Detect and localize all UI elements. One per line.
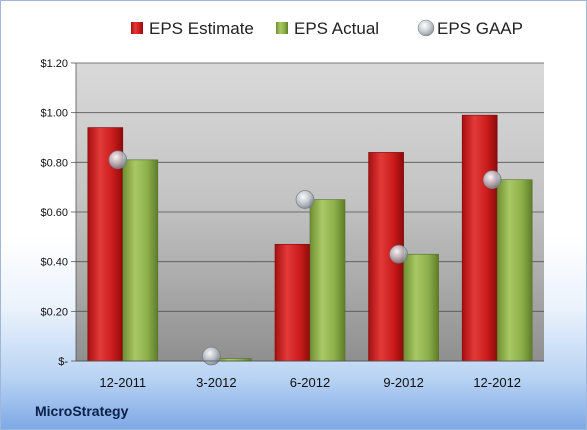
- point-eps-gaap: [108, 150, 128, 170]
- legend-label: EPS Estimate: [149, 19, 254, 38]
- legend-label: EPS GAAP: [437, 19, 523, 38]
- x-axis: 12-2011 3-2012 6-2012 9-2012 12-2012: [76, 360, 544, 390]
- bar-eps-actual: [496, 179, 533, 362]
- y-tick-label: $-: [58, 356, 68, 368]
- point-eps-gaap: [389, 244, 408, 264]
- bar-eps-actual: [122, 159, 159, 362]
- y-tick-label: $1.20: [40, 58, 68, 70]
- point-eps-gaap: [482, 170, 502, 190]
- legend-label: EPS Actual: [294, 19, 379, 38]
- legend-swatch: [131, 22, 143, 34]
- x-tick-label: 6-2012: [290, 375, 330, 390]
- bar-eps-actual: [403, 253, 439, 362]
- x-tick-label: 9-2012: [383, 375, 423, 390]
- bar-eps-estimate: [461, 114, 498, 362]
- y-tick-label: $1.00: [40, 108, 68, 120]
- y-tick-label: $0.40: [40, 257, 68, 269]
- legend-swatch: [417, 19, 435, 37]
- x-tick-label: 12-2012: [473, 375, 521, 390]
- x-tick-label: 12-2011: [99, 375, 146, 390]
- point-eps-gaap: [295, 190, 315, 209]
- y-tick-label: $0.20: [40, 306, 68, 318]
- x-tick-label: 3-2012: [196, 375, 236, 390]
- legend-swatch: [276, 22, 288, 34]
- legend: EPS Estimate EPS Actual EPS GAAP: [131, 19, 523, 38]
- y-axis: $- $0.20 $0.40 $0.60 $0.80 $1.00 $1.20: [40, 58, 77, 368]
- bars: [87, 114, 533, 362]
- gaap-points: [108, 150, 502, 366]
- y-tick-label: $0.60: [40, 207, 68, 219]
- bar-eps-estimate: [274, 243, 311, 362]
- bar-eps-actual: [309, 199, 346, 362]
- company-name: MicroStrategy: [35, 403, 129, 419]
- y-tick-label: $0.80: [40, 157, 68, 169]
- point-eps-gaap: [202, 346, 221, 366]
